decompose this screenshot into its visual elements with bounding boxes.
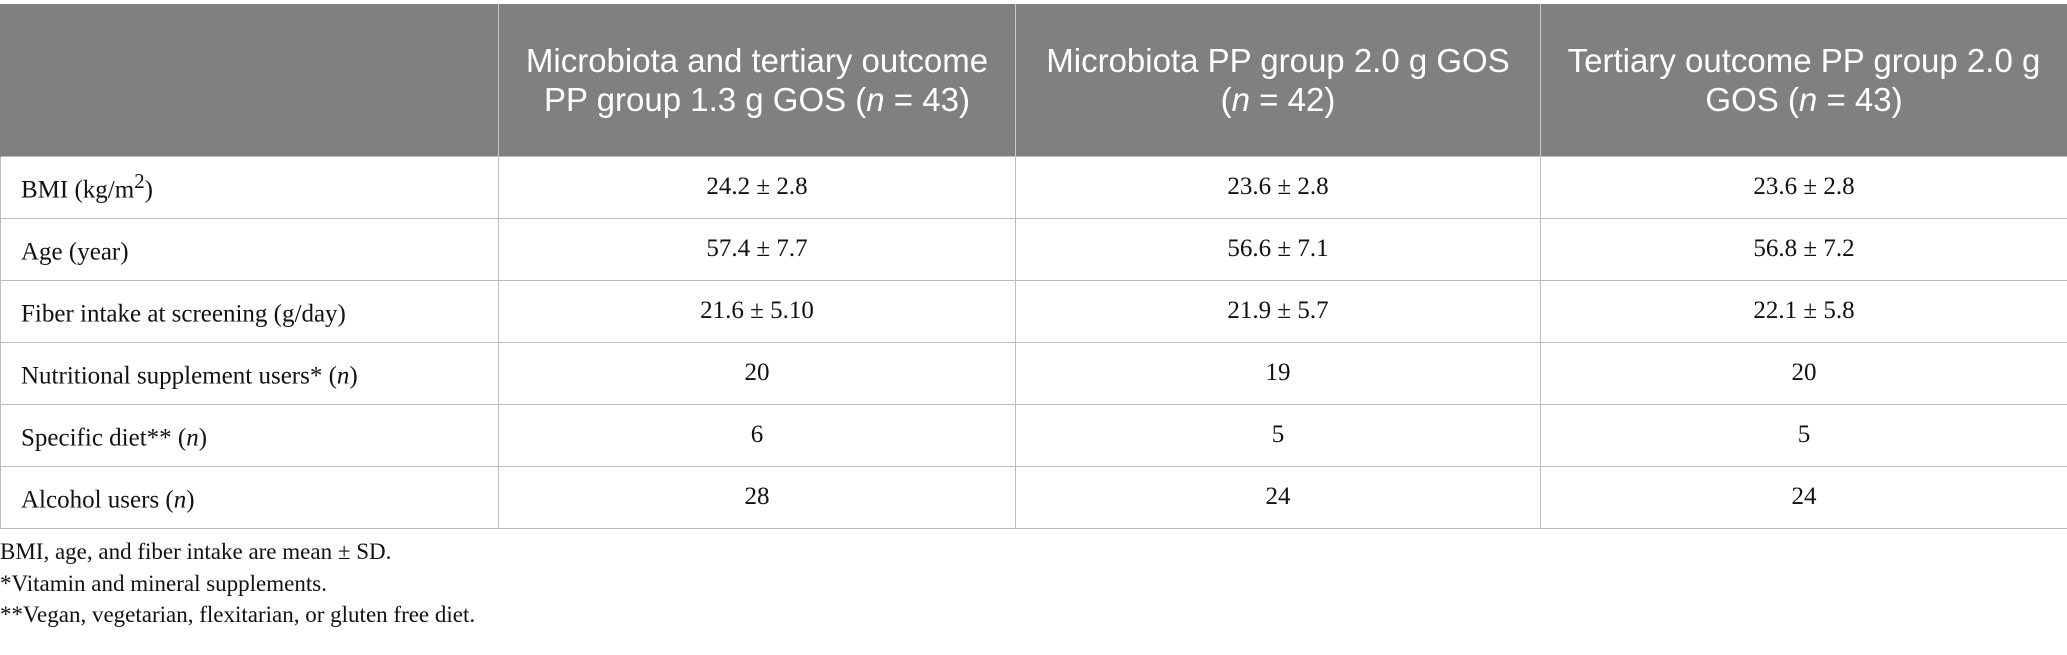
table-row: Specific diet** (n) 6 5 5 — [0, 403, 2067, 467]
table-row: Alcohol users (n) 28 24 24 — [0, 465, 2067, 529]
header-cell-3: Tertiary outcome PP group 2.0 g GOS (n =… — [1540, 4, 2067, 156]
table-row: Fiber intake at screening (g/day) 21.6 ±… — [0, 279, 2067, 343]
row-label: Age (year) — [0, 217, 499, 281]
table-cell: 19 — [1015, 341, 1541, 405]
row-label: Alcohol users (n) — [0, 465, 499, 529]
header-cell-1: Microbiota and tertiary outcome PP group… — [498, 4, 1016, 156]
table-row: Nutritional supplement users* (n) 20 19 … — [0, 341, 2067, 405]
table-cell: 56.8 ± 7.2 — [1540, 217, 2067, 281]
table-cell: 24.2 ± 2.8 — [498, 155, 1016, 219]
table-cell: 56.6 ± 7.1 — [1015, 217, 1541, 281]
table-row: Age (year) 57.4 ± 7.7 56.6 ± 7.1 56.8 ± … — [0, 217, 2067, 281]
row-label: BMI (kg/m2) — [0, 155, 499, 219]
header-cell-2: Microbiota PP group 2.0 g GOS (n = 42) — [1015, 4, 1541, 156]
table-cell: 5 — [1540, 403, 2067, 467]
table-container: Microbiota and tertiary outcome PP group… — [0, 4, 2067, 529]
row-label: Specific diet** (n) — [0, 403, 499, 467]
table-cell: 22.1 ± 5.8 — [1540, 279, 2067, 343]
header-row: Microbiota and tertiary outcome PP group… — [0, 4, 2067, 156]
row-label: Nutritional supplement users* (n) — [0, 341, 499, 405]
table-footnotes: BMI, age, and fiber intake are mean ± SD… — [0, 536, 475, 631]
table-cell: 24 — [1015, 465, 1541, 529]
table-cell: 5 — [1015, 403, 1541, 467]
table-cell: 24 — [1540, 465, 2067, 529]
table-cell: 57.4 ± 7.7 — [498, 217, 1016, 281]
footnote: BMI, age, and fiber intake are mean ± SD… — [0, 539, 392, 564]
table-cell: 23.6 ± 2.8 — [1540, 155, 2067, 219]
table-cell: 6 — [498, 403, 1016, 467]
table-cell: 23.6 ± 2.8 — [1015, 155, 1541, 219]
row-label: Fiber intake at screening (g/day) — [0, 279, 499, 343]
footnote: **Vegan, vegetarian, flexitarian, or glu… — [0, 602, 476, 627]
header-cell-empty — [0, 4, 499, 156]
data-table: Microbiota and tertiary outcome PP group… — [0, 4, 2067, 529]
table-cell: 21.9 ± 5.7 — [1015, 279, 1541, 343]
table-row: BMI (kg/m2) 24.2 ± 2.8 23.6 ± 2.8 23.6 ±… — [0, 155, 2067, 219]
table-cell: 21.6 ± 5.10 — [498, 279, 1016, 343]
table-cell: 28 — [498, 465, 1016, 529]
footnote: *Vitamin and mineral supplements. — [0, 570, 327, 596]
table-cell: 20 — [498, 341, 1016, 405]
table-cell: 20 — [1540, 341, 2067, 405]
